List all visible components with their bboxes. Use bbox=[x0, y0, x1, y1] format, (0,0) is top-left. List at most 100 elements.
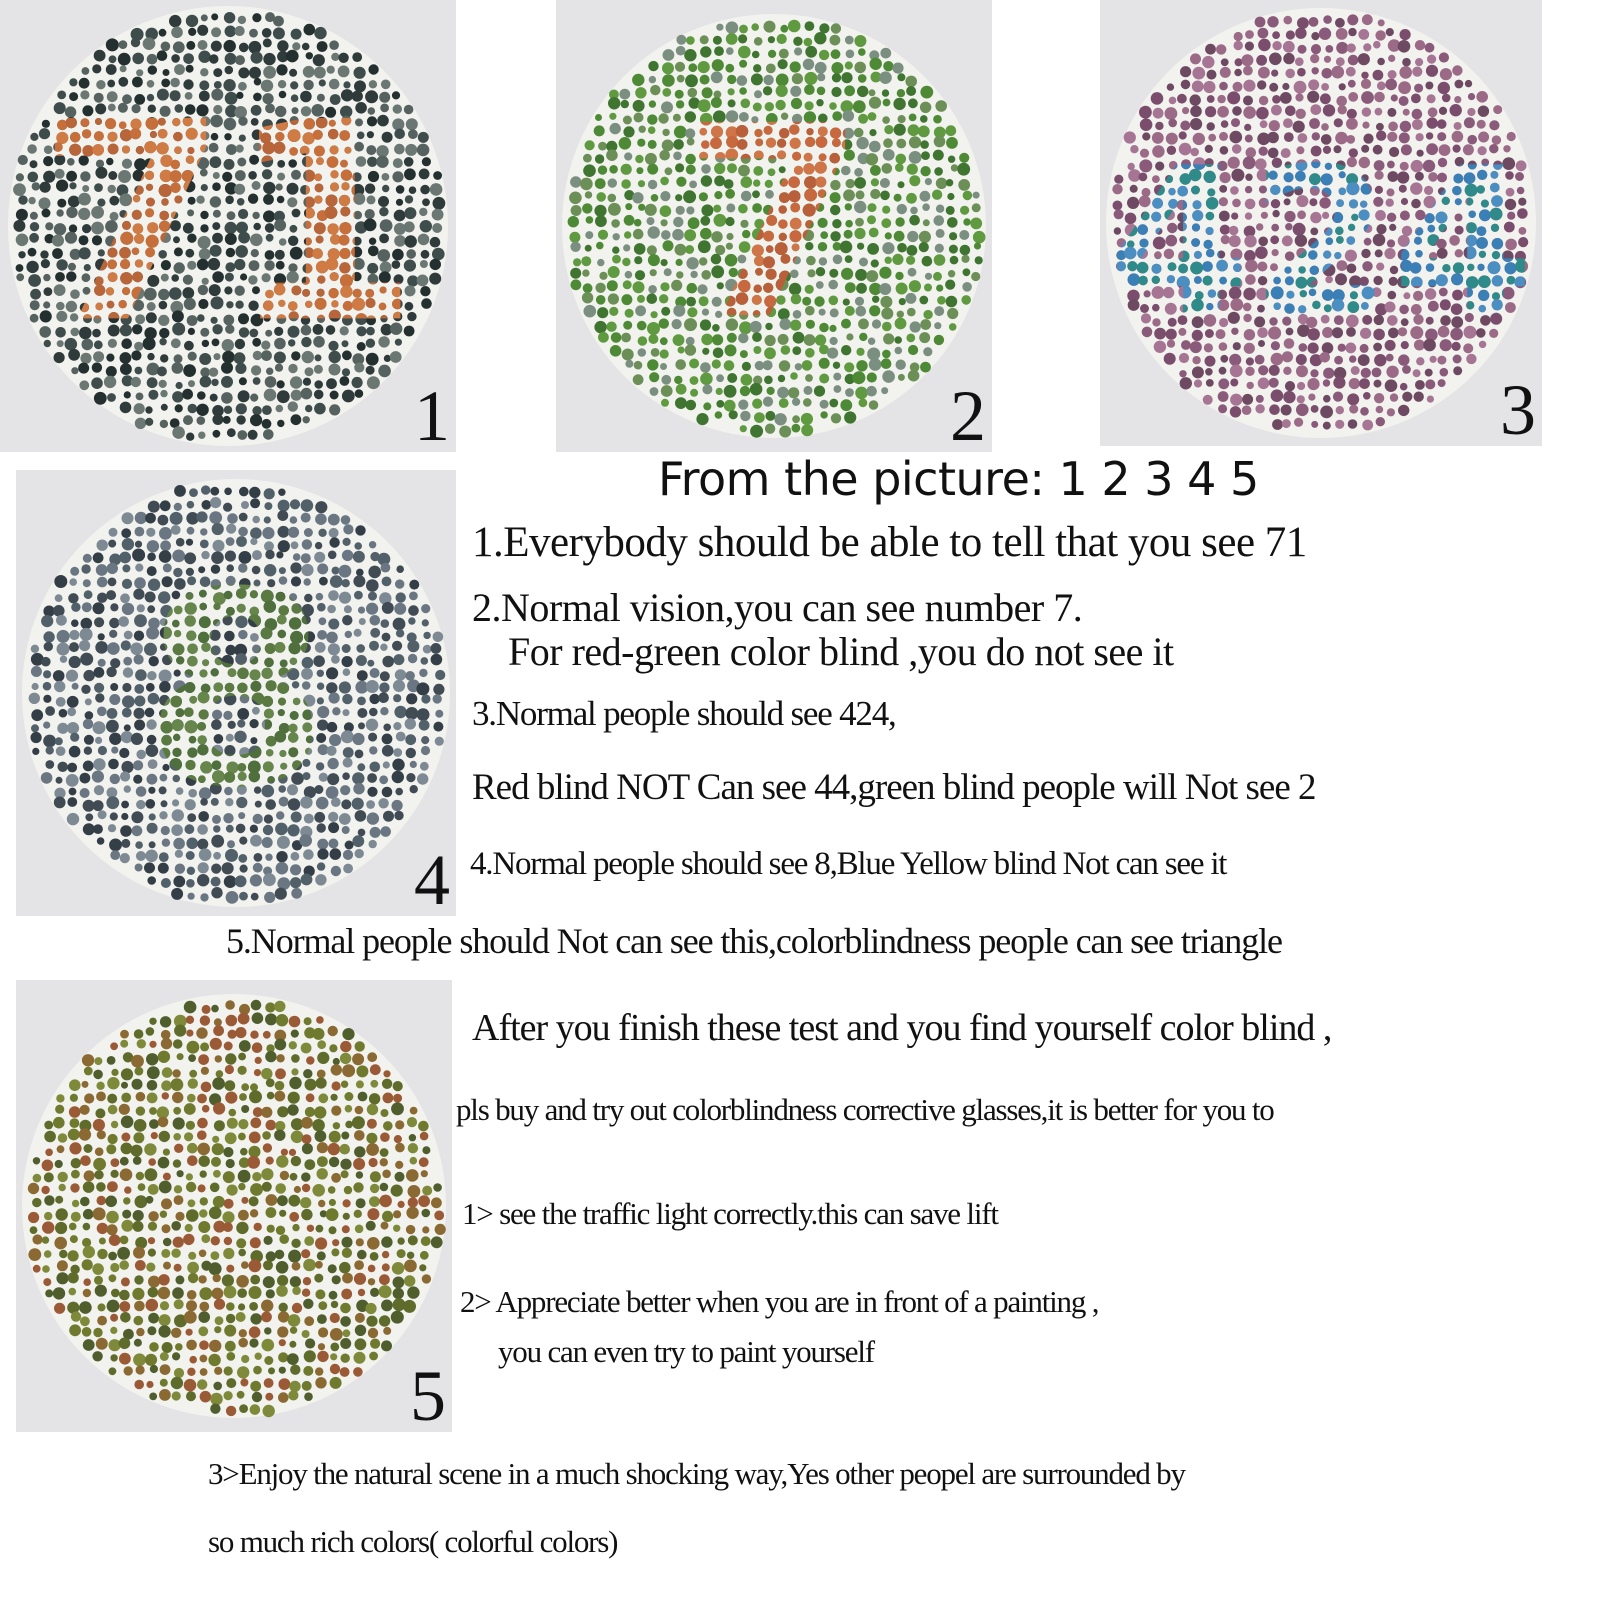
dot bbox=[749, 382, 763, 396]
dot bbox=[1360, 200, 1368, 208]
dot bbox=[1518, 227, 1527, 235]
dot bbox=[119, 193, 133, 207]
dot bbox=[606, 149, 618, 161]
dot bbox=[608, 202, 621, 216]
dot bbox=[814, 296, 825, 307]
dot bbox=[843, 229, 853, 239]
dot bbox=[182, 116, 193, 127]
dot bbox=[725, 216, 735, 227]
dot bbox=[1257, 304, 1265, 313]
dot bbox=[1282, 316, 1292, 326]
dot bbox=[275, 105, 287, 118]
dot bbox=[609, 306, 619, 316]
dot bbox=[754, 218, 765, 229]
dot bbox=[750, 73, 763, 86]
dot bbox=[160, 389, 168, 398]
dot bbox=[1192, 66, 1206, 80]
dot bbox=[1331, 65, 1345, 79]
dot bbox=[275, 118, 288, 131]
dot bbox=[185, 64, 194, 73]
dot bbox=[623, 320, 633, 330]
dot bbox=[1415, 58, 1424, 67]
dot bbox=[908, 98, 918, 109]
dot bbox=[41, 208, 51, 218]
dot bbox=[624, 152, 633, 161]
dot bbox=[933, 271, 942, 281]
dot bbox=[200, 184, 208, 192]
dot bbox=[1254, 316, 1266, 328]
dot bbox=[36, 300, 40, 311]
dot bbox=[1337, 105, 1347, 115]
dot bbox=[1336, 95, 1347, 107]
dot bbox=[234, 183, 246, 195]
dot bbox=[817, 126, 828, 137]
dot bbox=[867, 243, 879, 255]
dot bbox=[105, 235, 116, 247]
dot bbox=[1325, 275, 1333, 284]
dot bbox=[855, 268, 867, 281]
dot bbox=[1439, 68, 1452, 81]
dot bbox=[859, 257, 867, 267]
dot bbox=[208, 367, 219, 377]
dot bbox=[1216, 44, 1227, 55]
dot bbox=[1312, 300, 1321, 310]
dot bbox=[751, 50, 760, 59]
dot bbox=[1286, 290, 1295, 299]
dot bbox=[146, 377, 158, 384]
dot bbox=[634, 270, 646, 281]
dot bbox=[1258, 146, 1268, 156]
dot bbox=[716, 23, 724, 31]
dot bbox=[1281, 235, 1293, 247]
dot bbox=[132, 271, 143, 283]
dot bbox=[1165, 328, 1177, 340]
dot bbox=[647, 226, 660, 239]
dot bbox=[275, 404, 284, 413]
dot bbox=[378, 336, 390, 348]
dot bbox=[1192, 356, 1201, 363]
dot bbox=[1260, 211, 1268, 219]
dot bbox=[212, 324, 223, 335]
dot bbox=[647, 179, 658, 190]
dot bbox=[1137, 224, 1148, 235]
dot bbox=[854, 296, 865, 306]
dot bbox=[740, 176, 753, 188]
dot bbox=[802, 296, 812, 306]
dot bbox=[700, 175, 713, 187]
dot bbox=[802, 58, 815, 70]
dot bbox=[187, 403, 198, 414]
dot bbox=[394, 338, 402, 346]
dot bbox=[1425, 81, 1434, 90]
dot bbox=[233, 352, 246, 365]
dot bbox=[829, 102, 837, 110]
dot bbox=[1468, 210, 1476, 218]
dot bbox=[118, 121, 127, 129]
dot bbox=[1164, 209, 1175, 221]
dot bbox=[313, 364, 323, 374]
color-plate-1: 71 1 bbox=[0, 0, 456, 452]
dot bbox=[352, 172, 362, 182]
dot bbox=[1411, 108, 1423, 120]
dot bbox=[235, 362, 247, 374]
dot bbox=[1179, 304, 1188, 313]
dot bbox=[95, 159, 105, 168]
dot bbox=[624, 231, 632, 239]
dot bbox=[1397, 171, 1410, 184]
dot bbox=[1310, 54, 1320, 64]
dot bbox=[185, 248, 195, 258]
dot bbox=[199, 375, 212, 384]
dot bbox=[209, 54, 219, 64]
dot bbox=[1310, 227, 1319, 236]
dot bbox=[117, 52, 131, 66]
dot bbox=[813, 385, 826, 397]
dot bbox=[633, 218, 642, 227]
dot bbox=[1294, 186, 1304, 196]
dot bbox=[924, 272, 933, 280]
dot bbox=[1462, 287, 1473, 298]
dot bbox=[792, 415, 800, 424]
dot bbox=[842, 110, 855, 122]
dot bbox=[1208, 133, 1217, 142]
dot bbox=[145, 183, 154, 191]
dot bbox=[260, 79, 274, 93]
dot bbox=[936, 284, 944, 292]
dot bbox=[83, 314, 92, 324]
